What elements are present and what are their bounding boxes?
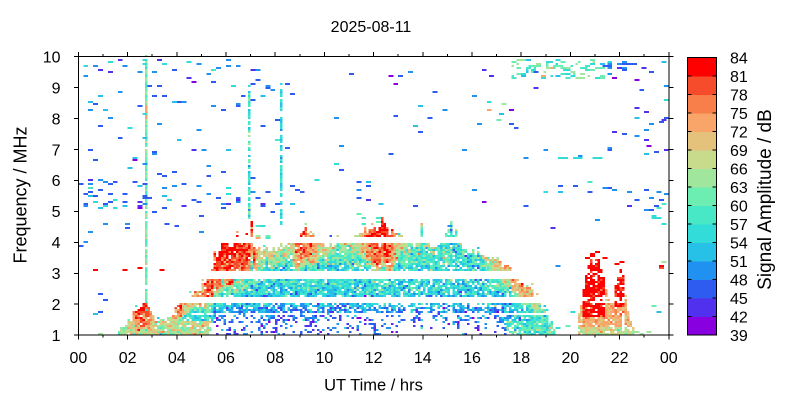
svg-text:10: 10 xyxy=(43,49,61,66)
svg-text:00: 00 xyxy=(660,350,678,367)
svg-text:81: 81 xyxy=(730,69,748,86)
svg-text:2: 2 xyxy=(52,297,61,314)
svg-text:84: 84 xyxy=(730,50,748,67)
svg-text:2025-08-11: 2025-08-11 xyxy=(331,19,412,36)
svg-text:42: 42 xyxy=(730,310,748,327)
svg-text:14: 14 xyxy=(414,350,432,367)
svg-text:4: 4 xyxy=(52,235,61,252)
svg-text:5: 5 xyxy=(52,204,61,221)
svg-text:63: 63 xyxy=(730,180,748,197)
svg-text:78: 78 xyxy=(730,87,748,104)
svg-text:66: 66 xyxy=(730,161,748,178)
svg-text:57: 57 xyxy=(730,217,748,234)
svg-text:48: 48 xyxy=(730,273,748,290)
svg-text:12: 12 xyxy=(365,350,383,367)
svg-text:10: 10 xyxy=(316,350,334,367)
svg-text:Frequency / MHz: Frequency / MHz xyxy=(11,126,31,263)
svg-text:22: 22 xyxy=(611,350,629,367)
svg-text:16: 16 xyxy=(463,350,481,367)
svg-text:20: 20 xyxy=(562,350,580,367)
svg-text:UT Time / hrs: UT Time / hrs xyxy=(324,377,423,395)
svg-text:69: 69 xyxy=(730,143,748,160)
svg-text:Signal Amplitude / dB: Signal Amplitude / dB xyxy=(755,109,776,290)
svg-text:8: 8 xyxy=(52,111,61,128)
svg-text:3: 3 xyxy=(52,266,61,283)
svg-text:45: 45 xyxy=(730,291,748,308)
svg-text:6: 6 xyxy=(52,173,61,190)
svg-text:08: 08 xyxy=(266,350,284,367)
svg-text:1: 1 xyxy=(52,328,61,345)
svg-text:60: 60 xyxy=(730,198,748,215)
svg-text:72: 72 xyxy=(730,124,748,141)
svg-text:00: 00 xyxy=(70,350,88,367)
svg-text:54: 54 xyxy=(730,235,748,252)
svg-text:51: 51 xyxy=(730,254,748,271)
svg-text:9: 9 xyxy=(52,80,61,97)
svg-text:39: 39 xyxy=(730,328,748,345)
svg-text:04: 04 xyxy=(168,350,186,367)
svg-text:75: 75 xyxy=(730,106,748,123)
svg-text:7: 7 xyxy=(52,142,61,159)
svg-text:18: 18 xyxy=(512,350,530,367)
svg-text:06: 06 xyxy=(217,350,235,367)
svg-text:02: 02 xyxy=(119,350,137,367)
